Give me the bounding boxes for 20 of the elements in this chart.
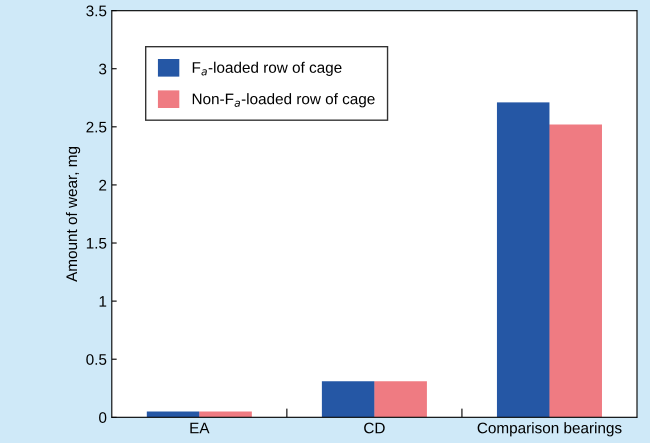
x-tick-label: EA [190, 422, 210, 434]
y-tick-label: 3 [99, 64, 106, 74]
y-tick-label: 0.5 [86, 354, 106, 365]
y-tick-label: 0 [99, 412, 106, 423]
bar [374, 381, 427, 418]
y-tick-label: 2 [99, 180, 106, 190]
bar [549, 124, 602, 418]
legend-label: Non-F$_{a}$-loaded row of cage [192, 93, 375, 108]
x-tick-label: CD [364, 422, 385, 434]
y-tick-label: 1 [100, 296, 106, 307]
bar [322, 381, 374, 418]
bar [496, 102, 550, 418]
bar [199, 411, 252, 418]
y-tick-label: 3.5 [86, 6, 106, 16]
bar [146, 411, 200, 418]
y-tick-label: 1.5 [86, 238, 106, 249]
y-tick-label: 2.5 [86, 122, 106, 133]
y-axis-title: Amount of wear, mg [66, 147, 80, 282]
x-tick-label: Comparison bearings [478, 422, 622, 436]
legend-label: F$_{a}$-loaded row of cage [192, 62, 342, 76]
